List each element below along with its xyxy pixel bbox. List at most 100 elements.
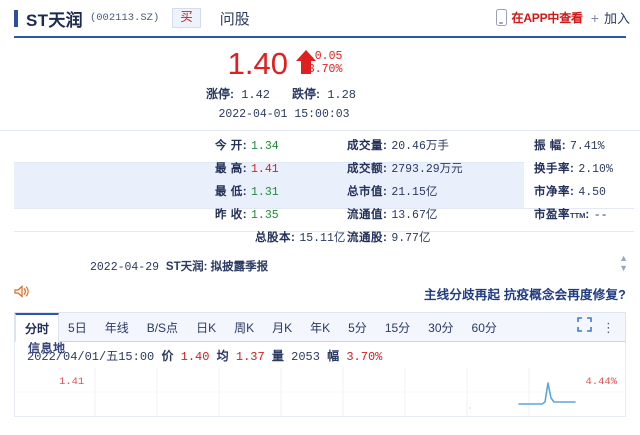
price-change-percent: +3.70% bbox=[300, 63, 343, 77]
news-title: ST天润: 拟披露季报 bbox=[165, 261, 269, 273]
plus-icon[interactable]: + bbox=[590, 9, 599, 26]
chart-quote-line: 2022/04/01/五15:00 价 1.40 均 1.37 量 2053 幅… bbox=[14, 342, 626, 368]
stats-highlight-band bbox=[14, 162, 524, 208]
stats-grid: 今 开: 1.34 成交量: 20.46万手 振 幅: 7.41% 最 高: 1… bbox=[215, 133, 634, 248]
stat-value: 1.41 bbox=[251, 162, 279, 176]
stat-value: 1.31 bbox=[251, 185, 279, 199]
stats-row: 最 低: 1.31 总市值: 21.15亿 市净率: 4.50 bbox=[215, 179, 634, 202]
quote-amplitude-value: 3.70% bbox=[346, 350, 383, 364]
stat-open: 今 开: 1.34 bbox=[215, 137, 347, 153]
stat-label-superscript: TTM bbox=[570, 210, 586, 220]
stat-value: 13.67亿 bbox=[391, 208, 438, 222]
stock-code: (002113.SZ) bbox=[89, 12, 160, 24]
stat-value: 15.11亿 bbox=[299, 231, 346, 245]
tab-year-k[interactable]: 年K bbox=[310, 320, 331, 335]
price-summary: 1.40 0.05 +3.70% 涨停: 1.42 跌停: 1.28 2022-… bbox=[0, 38, 640, 130]
stat-label-tail: : bbox=[585, 208, 590, 221]
chart-axis-top-right: 4.44% bbox=[585, 376, 617, 388]
featured-headline[interactable]: 主线分歧再起 抗疫概念会再度修复? bbox=[423, 288, 626, 302]
limit-down-label: 跌停: bbox=[292, 87, 320, 101]
tab-5day[interactable]: 5日 bbox=[68, 320, 87, 335]
tab-60min[interactable]: 60分 bbox=[471, 320, 497, 335]
stat-amplitude: 振 幅: 7.41% bbox=[512, 137, 634, 153]
quote-volume-label: 量 bbox=[271, 349, 284, 363]
chart-tabbar: 分时 5日 年线 B/S点 日K 周K 月K 年K 5分 15分 30分 60分… bbox=[14, 312, 626, 342]
tab-5min[interactable]: 5分 bbox=[348, 320, 367, 335]
intraday-chart[interactable]: 1.41 4.44% bbox=[14, 368, 626, 417]
chart-marker-dot bbox=[469, 407, 471, 409]
stat-value: 1.35 bbox=[251, 208, 279, 222]
buy-button[interactable]: 买 bbox=[172, 7, 201, 29]
header-right-group: 在APP中查看 + 加入 bbox=[495, 8, 630, 27]
stats-row: 最 高: 1.41 成交额: 2793.29万元 换手率: 2.10% bbox=[215, 156, 634, 179]
info-label-primary: 信息地 bbox=[28, 341, 66, 355]
stats-row: 昨 收: 1.35 流通值: 13.67亿 市盈率 TTM: -- bbox=[215, 202, 634, 225]
chart-price-line bbox=[518, 382, 576, 405]
price-change-group: 0.05 +3.70% bbox=[301, 48, 342, 76]
stat-value: 20.46万手 bbox=[391, 139, 449, 153]
stat-label: 流通值: bbox=[347, 208, 388, 221]
news-date: 2022-04-29 bbox=[90, 261, 160, 274]
quote-price-value: 1.40 bbox=[180, 350, 210, 364]
news-item[interactable]: 2022-04-29 ST天润: 拟披露季报 bbox=[90, 258, 268, 274]
quote-timestamp: 2022-04-01 15:00:03 bbox=[218, 108, 350, 121]
news-strip: 2022-04-29 ST天润: 拟披露季报 ▲ ▼ 主线分歧再起 抗疫概念会再… bbox=[0, 252, 640, 312]
chevron-down-icon[interactable]: ▼ bbox=[619, 263, 628, 273]
limit-down-value: 1.28 bbox=[327, 88, 357, 102]
stat-label: 成交额: bbox=[347, 162, 388, 175]
price-row: 1.40 0.05 +3.70% bbox=[0, 38, 640, 79]
header-divider bbox=[14, 36, 626, 38]
chart-canvas bbox=[15, 368, 625, 416]
limit-up-value: 1.42 bbox=[241, 88, 270, 102]
accent-bar-icon bbox=[14, 9, 18, 27]
stat-value: 4.50 bbox=[578, 185, 606, 199]
view-in-app-link[interactable]: 在APP中查看 bbox=[511, 11, 583, 25]
more-vertical-icon[interactable]: ⋮ bbox=[602, 319, 615, 335]
stats-divider-2 bbox=[14, 231, 634, 232]
stock-name: ST天润 bbox=[26, 10, 83, 30]
tab-month-k[interactable]: 月K bbox=[272, 320, 293, 335]
stat-prev-close: 昨 收: 1.35 bbox=[215, 206, 347, 222]
tab-week-k[interactable]: 周K bbox=[234, 320, 255, 335]
stat-float-shares: 流通股: 9.77亿 bbox=[347, 229, 512, 245]
tab-bs-points[interactable]: B/S点 bbox=[146, 320, 179, 335]
add-to-watchlist-button[interactable]: 加入 bbox=[603, 11, 630, 26]
tab-fenshi[interactable]: 分时 bbox=[15, 313, 60, 342]
stat-label: 最 低: bbox=[215, 185, 248, 198]
tab-ask-stock[interactable]: 问股 bbox=[219, 10, 250, 28]
tab-yearline[interactable]: 年线 bbox=[104, 320, 129, 335]
stat-value: 21.15亿 bbox=[391, 185, 438, 199]
stat-label: 振 幅: bbox=[534, 139, 567, 152]
stat-value: 2.10% bbox=[578, 162, 613, 176]
tab-15min[interactable]: 15分 bbox=[384, 320, 411, 335]
stats-row: 总股本: 15.11亿 流通股: 9.77亿 bbox=[215, 225, 634, 248]
news-spinner[interactable]: ▲ ▼ bbox=[619, 254, 628, 273]
stat-label: 总市值: bbox=[347, 185, 388, 198]
chart-axis-top-left: 1.41 bbox=[59, 376, 85, 388]
stat-pb-ratio: 市净率: 4.50 bbox=[512, 183, 634, 199]
stat-pe-ttm: 市盈率 TTM: -- bbox=[512, 206, 634, 222]
stats-panel: 信息地 雷: 今 开: 1.34 成交量: 20.46万手 振 幅: 7.41% bbox=[0, 130, 640, 383]
stat-value: 7.41% bbox=[570, 139, 605, 153]
quote-avg-label: 均 bbox=[216, 349, 229, 363]
stat-label: 流通股: bbox=[347, 231, 388, 244]
limit-prices-row: 涨停: 1.42 跌停: 1.28 bbox=[0, 85, 640, 102]
tab-day-k[interactable]: 日K bbox=[196, 320, 217, 335]
tab-30min[interactable]: 30分 bbox=[428, 320, 454, 335]
fullscreen-icon[interactable] bbox=[577, 317, 592, 337]
stat-label: 今 开: bbox=[215, 139, 248, 152]
stat-label: 昨 收: bbox=[215, 208, 248, 221]
speaker-icon[interactable] bbox=[14, 285, 29, 301]
chevron-up-icon[interactable]: ▲ bbox=[619, 253, 628, 263]
stats-divider-1 bbox=[14, 208, 634, 209]
tabbar-icons: ⋮ bbox=[577, 313, 625, 341]
stat-total-shares: 总股本: 15.11亿 bbox=[215, 229, 347, 245]
stats-row: 今 开: 1.34 成交量: 20.46万手 振 幅: 7.41% bbox=[215, 133, 634, 156]
quote-volume-value: 2053 bbox=[291, 350, 320, 364]
stat-value: 2793.29万元 bbox=[391, 162, 463, 176]
limit-up-label: 涨停: bbox=[205, 87, 234, 101]
limit-up-group: 涨停: 1.42 bbox=[206, 85, 270, 102]
stat-high: 最 高: 1.41 bbox=[215, 160, 347, 176]
chart-gridlines bbox=[15, 368, 625, 416]
